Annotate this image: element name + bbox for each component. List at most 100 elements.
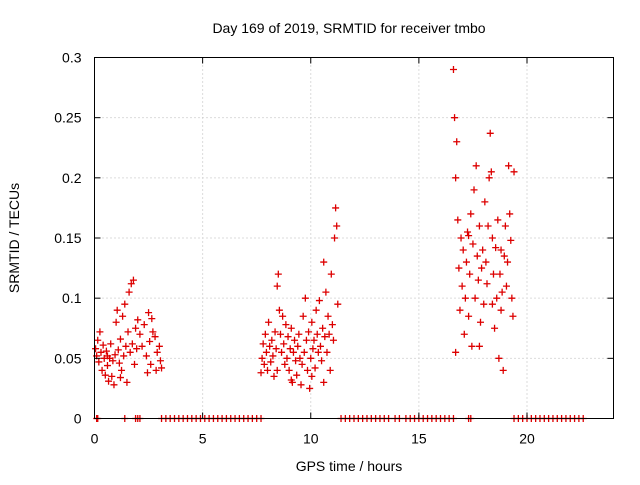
data-point (266, 342, 274, 350)
data-point (331, 234, 339, 242)
data-point (495, 354, 503, 362)
data-point (458, 282, 466, 290)
data-point (281, 360, 289, 368)
chart-title: Day 169 of 2019, SRMTID for receiver tmb… (212, 20, 485, 36)
data-point (507, 236, 515, 244)
data-point (308, 372, 316, 380)
data-point (105, 377, 113, 385)
data-point (298, 360, 306, 368)
data-point (143, 369, 151, 377)
x-tick-label: 10 (303, 431, 319, 447)
data-point (309, 345, 317, 353)
data-point (113, 306, 121, 314)
data-point (282, 321, 290, 329)
data-point (284, 333, 292, 341)
data-point (496, 270, 504, 278)
data-point (334, 300, 342, 308)
data-point (272, 345, 280, 353)
data-point (102, 347, 110, 355)
data-point (468, 342, 476, 350)
x-axis-label: GPS time / hours (296, 458, 403, 474)
data-point (127, 280, 135, 288)
data-point (258, 354, 266, 362)
data-point (465, 232, 473, 240)
data-point (121, 300, 129, 308)
data-point (502, 282, 510, 290)
data-point (145, 309, 153, 317)
data-point (158, 364, 166, 372)
data-point (108, 372, 116, 380)
data-point (320, 258, 328, 266)
data-point (325, 330, 333, 338)
data-point (146, 337, 154, 345)
data-point (295, 330, 303, 338)
data-point (332, 204, 340, 212)
data-point (461, 294, 469, 302)
data-point (276, 330, 284, 338)
x-tick-label: 0 (91, 431, 99, 447)
data-point (261, 330, 269, 338)
data-point (480, 300, 488, 308)
data-point (328, 321, 336, 329)
data-point (474, 276, 482, 284)
data-point (470, 186, 478, 194)
data-point (147, 360, 155, 368)
data-point (267, 358, 275, 366)
data-point (320, 378, 328, 386)
data-point (333, 222, 341, 230)
data-point (140, 321, 148, 329)
data-point (123, 378, 131, 386)
data-point (270, 372, 278, 380)
data-point (310, 336, 318, 344)
data-point (152, 366, 160, 374)
data-point (316, 342, 324, 350)
y-tick-label: 0.1 (62, 290, 82, 306)
data-point (312, 306, 320, 314)
data-point (151, 333, 159, 341)
data-point (315, 297, 323, 305)
grid (94, 57, 614, 419)
data-point (299, 312, 307, 320)
data-point (326, 366, 334, 374)
data-point (110, 381, 118, 389)
data-point (125, 288, 133, 296)
data-point (285, 366, 293, 374)
data-point (492, 244, 500, 252)
data-point (264, 366, 271, 374)
data-point (506, 210, 514, 218)
data-point (271, 328, 279, 336)
data-point (324, 312, 332, 320)
data-point (95, 358, 103, 366)
data-points (92, 66, 587, 422)
data-point (283, 354, 291, 362)
data-point (273, 282, 281, 290)
data-point (289, 348, 297, 356)
data-point (321, 333, 329, 341)
data-point (275, 306, 283, 314)
data-point (497, 246, 505, 254)
data-point (302, 336, 310, 344)
plot-frame (94, 57, 614, 419)
data-point (101, 371, 109, 379)
data-point (488, 300, 496, 308)
data-point (307, 354, 315, 362)
data-point (478, 264, 486, 272)
y-axis-label: SRMTID / TECUs (6, 183, 22, 293)
data-point (115, 359, 123, 367)
data-point (304, 366, 312, 374)
data-point (97, 348, 105, 356)
data-point (136, 330, 144, 338)
data-point (457, 234, 465, 242)
data-point (460, 330, 468, 338)
data-point (269, 352, 277, 360)
data-point (294, 342, 302, 350)
tick-labels: 0 0.05 0.1 0.15 0.2 0.25 0.3 0 5 10 15 20 (54, 50, 535, 447)
data-point (287, 376, 295, 384)
data-point (259, 340, 267, 348)
data-point (472, 162, 480, 170)
data-point (155, 342, 163, 350)
data-point (124, 328, 132, 336)
data-point (306, 384, 314, 392)
data-point (265, 318, 273, 326)
data-point (322, 288, 330, 296)
